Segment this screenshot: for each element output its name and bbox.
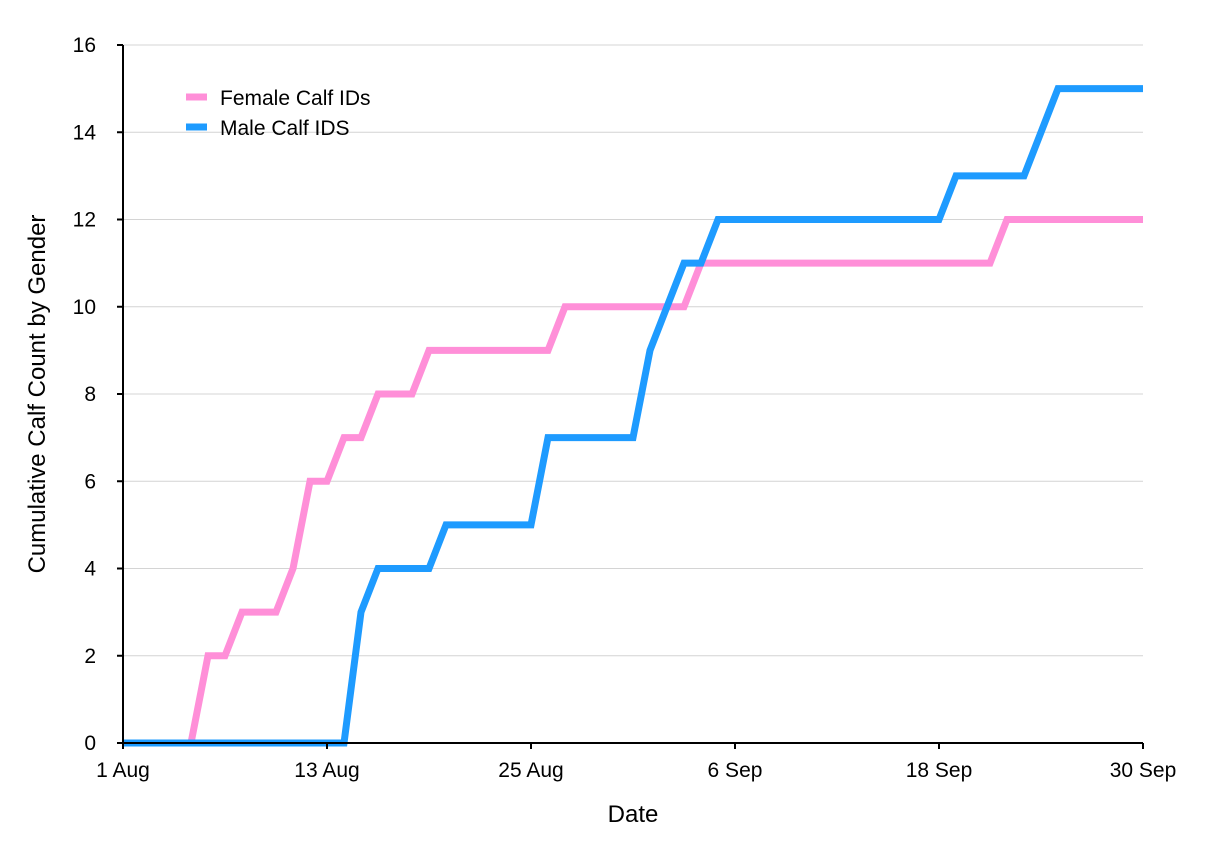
x-tick-label-4: 18 Sep: [906, 759, 973, 782]
tick-labels: 0 2 4 6 8 10 12 14 16 1 Aug 13 Aug 25 Aug 6 Sep 18 Se…: [73, 34, 1177, 782]
axes: [117, 44, 1144, 749]
series-layer: [123, 85, 1143, 747]
x-tick-label-5: 30 Sep: [1110, 759, 1177, 782]
y-axis-title: Cumulative Calf Count by Gender: [24, 215, 51, 574]
legend: Female Calf IDs Male Calf IDS: [186, 87, 371, 140]
y-tick-label-0: 0: [84, 732, 96, 755]
y-tick-label-14: 14: [73, 121, 97, 144]
legend-label-female: Female Calf IDs: [220, 87, 371, 110]
series-line-male: [123, 85, 1143, 747]
y-tick-label-8: 8: [84, 383, 96, 406]
y-tick-label-2: 2: [84, 645, 96, 668]
y-tick-label-4: 4: [84, 558, 96, 581]
x-tick-label-1: 13 Aug: [294, 759, 359, 782]
series-line-female: [123, 216, 1143, 747]
y-tick-label-16: 16: [73, 34, 96, 57]
x-tick-label-3: 6 Sep: [708, 759, 763, 782]
x-tick-label-0: 1 Aug: [96, 759, 150, 782]
y-tick-label-10: 10: [73, 296, 96, 319]
legend-label-male: Male Calf IDS: [220, 117, 350, 140]
y-tick-label-12: 12: [73, 209, 96, 232]
x-tick-label-2: 25 Aug: [498, 759, 563, 782]
x-axis-title: Date: [608, 801, 659, 828]
y-tick-label-6: 6: [84, 470, 96, 493]
